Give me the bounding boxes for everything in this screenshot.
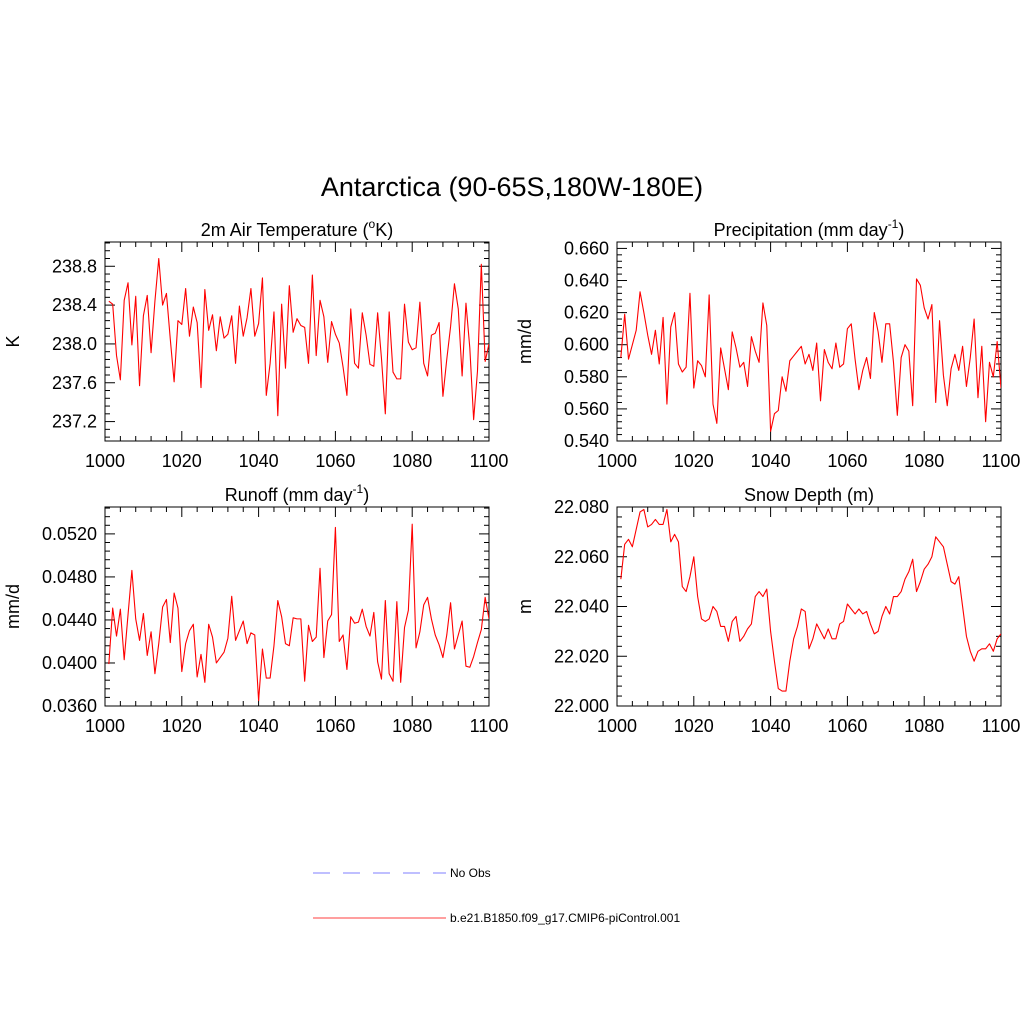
temp-xtick-label: 1000 bbox=[85, 451, 125, 471]
runoff-xtick-label: 1060 bbox=[315, 716, 355, 736]
runoff-plot-frame bbox=[104, 506, 490, 707]
precip-title-post: ) bbox=[898, 220, 904, 240]
snow-xtick-label: 1060 bbox=[827, 716, 867, 736]
precip-ytick-label: 0.620 bbox=[564, 303, 609, 323]
snow-series-line bbox=[620, 508, 1001, 692]
snow-xtick-label: 1020 bbox=[674, 716, 714, 736]
precip-ytick-label: 0.600 bbox=[564, 335, 609, 355]
snow-ylabel: m bbox=[515, 599, 535, 614]
temp-xtick-label: 1100 bbox=[470, 451, 509, 471]
figure-title: Antarctica (90-65S,180W-180E) bbox=[321, 172, 703, 202]
snow-ytick-label: 22.000 bbox=[554, 696, 609, 716]
runoff-xtick-label: 1100 bbox=[470, 716, 509, 736]
snow-xtick-label: 1080 bbox=[904, 716, 944, 736]
runoff-ytick-label: 0.0440 bbox=[42, 610, 97, 630]
temp-ytick-label: 238.4 bbox=[52, 295, 97, 315]
runoff-title-main: Runoff (mm day bbox=[225, 485, 353, 505]
runoff-panel: Runoff (mm day-1) 1000 1020 1040 1060 1080 110… bbox=[3, 482, 508, 736]
temp-xtick-label: 1080 bbox=[392, 451, 432, 471]
temp-title-post: K) bbox=[375, 220, 393, 240]
snow-xtick-label: 1000 bbox=[597, 716, 637, 736]
precip-title-main: Precipitation (mm day bbox=[714, 220, 888, 240]
precip-ytick-label: 0.640 bbox=[564, 271, 609, 291]
temp-plot-frame bbox=[104, 241, 490, 442]
legend-label-model: b.e21.B1850.f09_g17.CMIP6-piControl.001 bbox=[450, 911, 680, 925]
legend-label-no-obs: No Obs bbox=[450, 866, 491, 880]
precip-panel-title: Precipitation (mm day-1) bbox=[714, 217, 905, 240]
snow-panel: Snow Depth (m) 1000 1020 1040 1060 1080 1100 22… bbox=[515, 485, 1020, 736]
temp-ytick-label: 237.6 bbox=[52, 373, 97, 393]
precip-panel: Precipitation (mm day-1) 1000 1020 1040 1060… bbox=[515, 217, 1020, 471]
precip-xtick-label: 1000 bbox=[597, 451, 637, 471]
snow-ytick-label: 22.060 bbox=[554, 547, 609, 567]
snow-ytick-label: 22.080 bbox=[554, 497, 609, 517]
temp-xtick-label: 1040 bbox=[239, 451, 279, 471]
runoff-xtick-label: 1000 bbox=[85, 716, 125, 736]
runoff-series-line bbox=[108, 523, 489, 702]
runoff-xtick-label: 1040 bbox=[239, 716, 279, 736]
runoff-xtick-label: 1020 bbox=[162, 716, 202, 736]
snow-title-main: Snow Depth (m) bbox=[744, 485, 874, 505]
precip-xtick-label: 1060 bbox=[827, 451, 867, 471]
precip-xtick-label: 1020 bbox=[674, 451, 714, 471]
snow-panel-title: Snow Depth (m) bbox=[744, 485, 874, 505]
temp-ytick-label: 238.0 bbox=[52, 334, 97, 354]
runoff-panel-title: Runoff (mm day-1) bbox=[225, 482, 369, 505]
runoff-ylabel: mm/d bbox=[3, 584, 23, 629]
precip-series-line bbox=[620, 278, 1001, 432]
precip-ytick-label: 0.580 bbox=[564, 367, 609, 387]
runoff-title-post: ) bbox=[363, 485, 369, 505]
snow-ytick-label: 22.020 bbox=[554, 646, 609, 666]
runoff-ytick-label: 0.0480 bbox=[42, 567, 97, 587]
precip-ytick-label: 0.540 bbox=[564, 431, 609, 451]
snow-xtick-label: 1100 bbox=[982, 716, 1021, 736]
temp-panel: 2m Air Temperature (oK) 1000 1020 1040 1060 1… bbox=[3, 217, 508, 471]
temp-xtick-label: 1060 bbox=[315, 451, 355, 471]
runoff-title-sup: -1 bbox=[353, 482, 364, 496]
precip-xtick-label: 1080 bbox=[904, 451, 944, 471]
runoff-ytick-label: 0.0360 bbox=[42, 696, 97, 716]
temp-series-line bbox=[108, 257, 489, 421]
precip-xtick-label: 1040 bbox=[751, 451, 791, 471]
snow-xtick-label: 1040 bbox=[751, 716, 791, 736]
runoff-ytick-label: 0.0520 bbox=[42, 524, 97, 544]
precip-ytick-label: 0.660 bbox=[564, 238, 609, 258]
legend: No Obs b.e21.B1850.f09_g17.CMIP6-piContr… bbox=[313, 866, 680, 925]
temp-title-main: 2m Air Temperature ( bbox=[201, 220, 369, 240]
runoff-ytick-label: 0.0400 bbox=[42, 653, 97, 673]
temp-ytick-label: 237.2 bbox=[52, 412, 97, 432]
precip-title-sup: -1 bbox=[888, 217, 899, 231]
precip-ylabel: mm/d bbox=[515, 319, 535, 364]
temp-ytick-label: 238.8 bbox=[52, 256, 97, 276]
panels-group: 2m Air Temperature (oK)1000 1020 1040 1060 1… bbox=[3, 217, 1020, 736]
snow-ytick-label: 22.040 bbox=[554, 597, 609, 617]
temp-xtick-label: 1020 bbox=[162, 451, 202, 471]
precip-plot-frame bbox=[616, 241, 1002, 442]
temp-ylabel: K bbox=[3, 335, 23, 347]
temp-title-sup: o bbox=[369, 217, 376, 231]
snow-plot-frame bbox=[616, 506, 1002, 707]
precip-xtick-label: 1100 bbox=[982, 451, 1021, 471]
precip-ytick-label: 0.560 bbox=[564, 399, 609, 419]
runoff-xtick-label: 1080 bbox=[392, 716, 432, 736]
temp-panel-title: 2m Air Temperature (oK) bbox=[201, 217, 393, 240]
